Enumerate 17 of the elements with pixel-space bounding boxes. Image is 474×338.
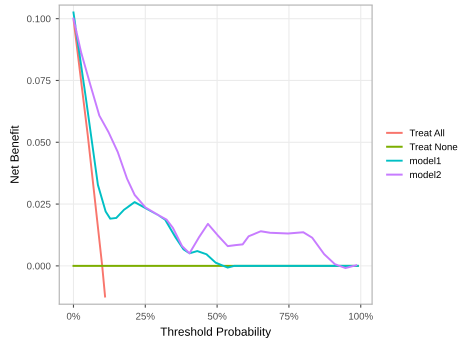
line-series — [72, 18, 106, 298]
y-tick-label: 0.000 — [26, 262, 51, 270]
x-tick-label: 25% — [136, 312, 155, 320]
x-axis-title: Threshold Probability — [160, 327, 272, 338]
x-tick-label: 50% — [208, 312, 226, 320]
y-axis-title: Net Benefit — [10, 126, 19, 183]
legend-label: Treat All — [410, 129, 444, 136]
y-tick-label: 0.075 — [26, 77, 51, 84]
y-tick-label: 0.100 — [26, 15, 51, 22]
legend-label: model1 — [410, 157, 441, 164]
x-tick-label: 75% — [280, 312, 298, 320]
legend-label: Treat None — [410, 144, 458, 150]
x-tick-label: 100% — [349, 312, 373, 320]
legend-label: model2 — [410, 170, 441, 178]
y-tick-label: 0.025 — [26, 200, 51, 208]
x-tick-label: 0% — [66, 312, 80, 320]
y-tick-label: 0.050 — [26, 139, 51, 146]
